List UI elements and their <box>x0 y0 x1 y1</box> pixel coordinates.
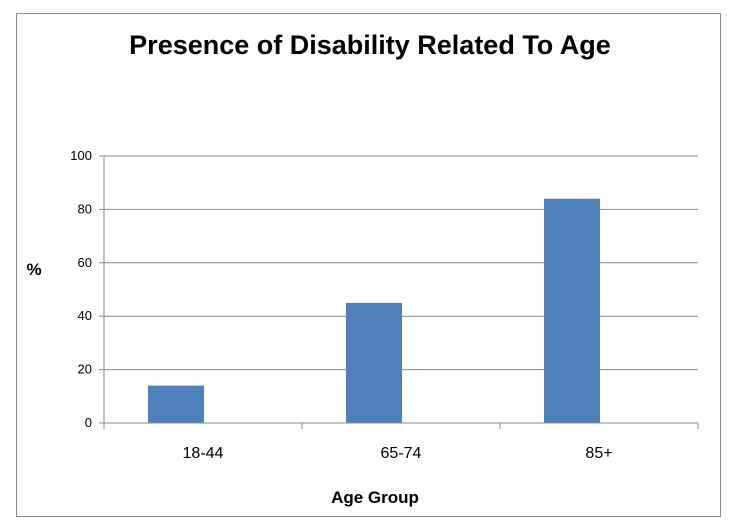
y-tick-label: 20 <box>78 362 92 377</box>
x-tick-labels: 18-44 65-74 85+ <box>183 445 613 462</box>
x-tick-label: 65-74 <box>381 445 422 462</box>
y-tick-labels: 0 20 40 60 80 100 <box>70 148 104 430</box>
axes <box>103 156 699 429</box>
x-axis-label: Age Group <box>331 488 419 507</box>
chart-frame <box>16 13 721 517</box>
y-axis-label: % <box>26 260 41 279</box>
bar-85+ <box>544 198 600 423</box>
y-tick-label: 100 <box>70 148 92 163</box>
bar-65-74 <box>346 302 402 423</box>
y-tick-label: 80 <box>78 201 92 216</box>
bars <box>148 198 600 423</box>
y-tick-label: 40 <box>78 308 92 323</box>
y-tick-label: 0 <box>85 415 92 430</box>
bar-18-44 <box>148 385 204 423</box>
y-tick-label: 60 <box>78 255 92 270</box>
chart-title: Presence of Disability Related To Age <box>129 30 611 60</box>
x-tick-label: 18-44 <box>183 445 224 462</box>
x-tick-label: 85+ <box>585 445 612 462</box>
